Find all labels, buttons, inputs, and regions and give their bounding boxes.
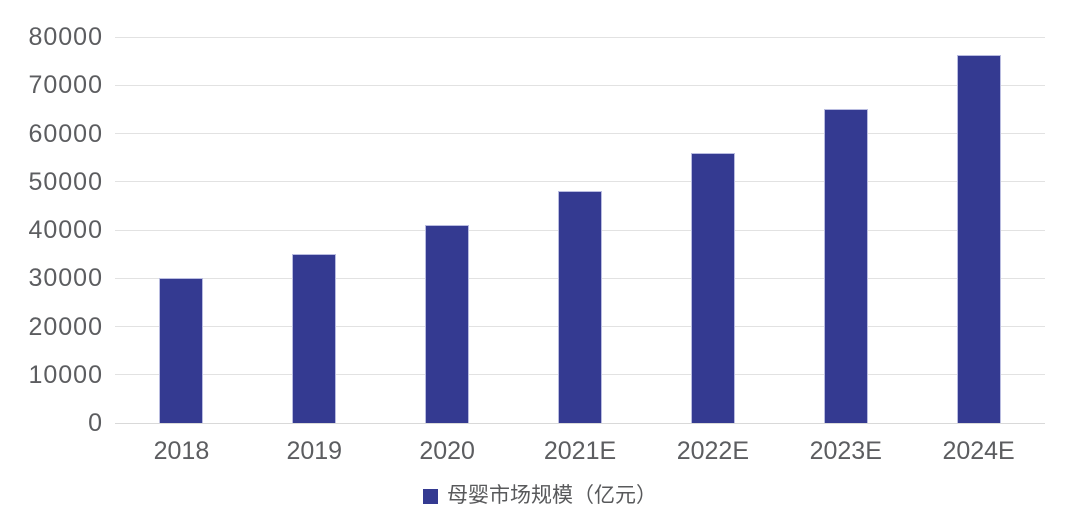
plot-area <box>115 36 1045 424</box>
x-axis-label-2022E: 2022E <box>676 437 750 465</box>
gridline <box>115 84 1045 86</box>
gridline <box>115 181 1045 183</box>
y-axis-tick-label: 40000 <box>28 216 103 244</box>
bar-2018 <box>159 278 204 423</box>
bar-slot-2018 <box>115 37 248 423</box>
bar-slot-2020 <box>381 37 514 423</box>
bar-slot-2023E <box>779 37 912 423</box>
bars-row <box>115 37 1045 423</box>
gridline <box>115 133 1045 134</box>
x-axis-label-2023E: 2023E <box>809 437 882 465</box>
gridline <box>115 36 1045 38</box>
bar-2023E <box>823 109 868 423</box>
y-axis-tick-label: 50000 <box>28 167 103 196</box>
bar-2022E <box>690 152 735 423</box>
x-axis: 2018 2019 2020 2021E 2022E 2023E 2024E <box>115 437 1045 465</box>
bar-2019 <box>292 254 337 423</box>
axis-baseline <box>115 422 1045 424</box>
y-axis-tick-label: 70000 <box>28 71 103 100</box>
x-axis-label-2018: 2018 <box>153 437 210 465</box>
x-axis-label-2019: 2019 <box>286 437 343 465</box>
bar-2020 <box>425 225 470 423</box>
legend-label: 母婴市场规模（亿元） <box>447 484 657 507</box>
y-axis-tick-label: 30000 <box>28 264 103 293</box>
bar-slot-2019 <box>248 37 381 423</box>
y-axis-tick-label: 80000 <box>28 23 103 51</box>
y-axis-tick-label: 0 <box>88 409 103 437</box>
y-axis-tick-label: 10000 <box>28 360 103 389</box>
bar-slot-2022E <box>646 37 779 423</box>
legend-square-swatch-icon <box>423 488 438 504</box>
bar-2021E <box>558 191 602 423</box>
x-axis-label-2024E: 2024E <box>942 437 1015 465</box>
y-axis: 80000 70000 60000 50000 40000 30000 20000 10000… <box>0 23 103 437</box>
y-axis-tick-label: 60000 <box>28 119 103 148</box>
y-axis-tick-label: 20000 <box>28 312 103 341</box>
x-axis-label-2020: 2020 <box>419 437 475 465</box>
x-axis-label-2021E: 2021E <box>543 437 617 465</box>
bar-slot-2024E <box>912 37 1045 423</box>
bar-2024E <box>956 54 1001 423</box>
legend: 母婴市场规模（亿元） <box>0 484 1080 508</box>
bar-slot-2021E <box>514 37 647 423</box>
